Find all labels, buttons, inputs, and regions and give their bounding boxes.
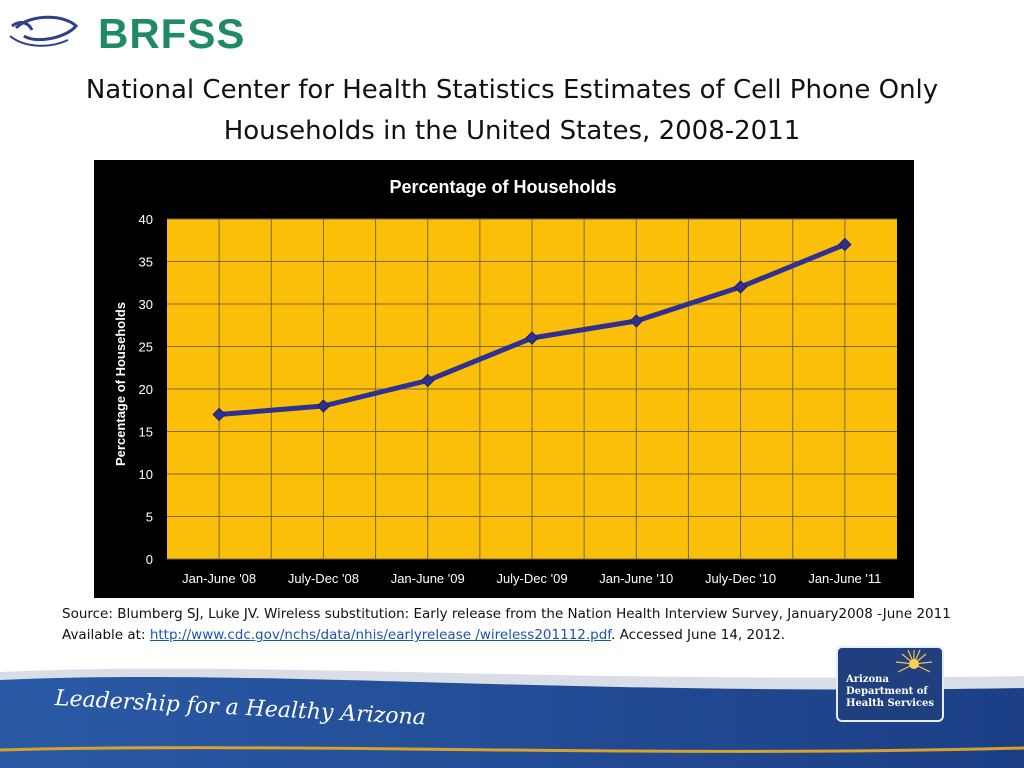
y-tick-label: 10: [139, 467, 153, 482]
y-tick-label: 5: [146, 510, 153, 525]
x-tick-label: Jan-June '11: [808, 571, 881, 586]
footer-swoosh: [0, 668, 1024, 768]
chart-title: Percentage of Households: [389, 177, 616, 197]
y-tick-label: 20: [139, 382, 153, 397]
source-suffix: . Accessed June 14, 2012.: [611, 627, 786, 643]
adhs-line-3: Health Services: [846, 698, 935, 709]
y-tick-label: 25: [139, 340, 153, 355]
sun-icon: [895, 649, 933, 673]
bird-logo-icon: [9, 15, 79, 47]
line-chart: Percentage of Households Percentage of H…: [113, 177, 897, 586]
x-tick-label: Jan-June '10: [599, 571, 673, 586]
y-axis-label: Percentage of Households: [113, 302, 128, 466]
slide-title-line-1: National Center for Health Statistics Es…: [85, 75, 939, 105]
adhs-line-1: Arizona: [846, 674, 889, 685]
data-point: [316, 399, 331, 413]
x-tick-label: Jan-June '08: [182, 571, 256, 586]
slide-title-line-2: Households in the United States, 2008-20…: [223, 116, 801, 146]
y-tick-label: 15: [139, 425, 153, 440]
source-note: Source: Blumberg SJ, Luke JV. Wireless s…: [62, 604, 1002, 646]
source-availability: Available at: http://www.cdc.gov/nchs/da…: [62, 625, 1002, 646]
y-tick-label: 30: [139, 297, 153, 312]
data-point: [421, 373, 435, 388]
data-point: [838, 237, 852, 252]
slide-title: National Center for Health Statistics Es…: [40, 70, 984, 152]
brfss-wordmark: BRFSS: [98, 10, 246, 57]
adhs-line-2: Department of: [846, 686, 928, 697]
source-link[interactable]: http://www.cdc.gov/nchs/data/nhis/earlyr…: [149, 627, 612, 643]
adhs-logo: Arizona Department of Health Services: [836, 646, 944, 722]
x-tick-label: July-Dec '10: [705, 571, 776, 586]
brfss-logo: BRFSS: [6, 6, 256, 57]
x-tick-label: Jan-June '09: [391, 571, 465, 586]
adhs-name: Arizona Department of Health Services: [846, 674, 934, 710]
x-tick-label: July-Dec '09: [496, 571, 567, 586]
data-point: [629, 314, 643, 328]
data-point: [733, 280, 748, 294]
source-citation: Source: Blumberg SJ, Luke JV. Wireless s…: [62, 606, 951, 622]
source-prefix: Available at:: [62, 627, 150, 643]
data-point: [212, 407, 226, 422]
y-tick-label: 40: [139, 212, 153, 227]
x-tick-label: July-Dec '08: [288, 571, 359, 586]
footer-banner: [0, 650, 1024, 768]
data-point: [525, 331, 539, 345]
y-tick-label: 0: [146, 552, 153, 567]
chart-panel: Percentage of Households Percentage of H…: [94, 160, 914, 598]
y-tick-label: 35: [139, 255, 153, 270]
